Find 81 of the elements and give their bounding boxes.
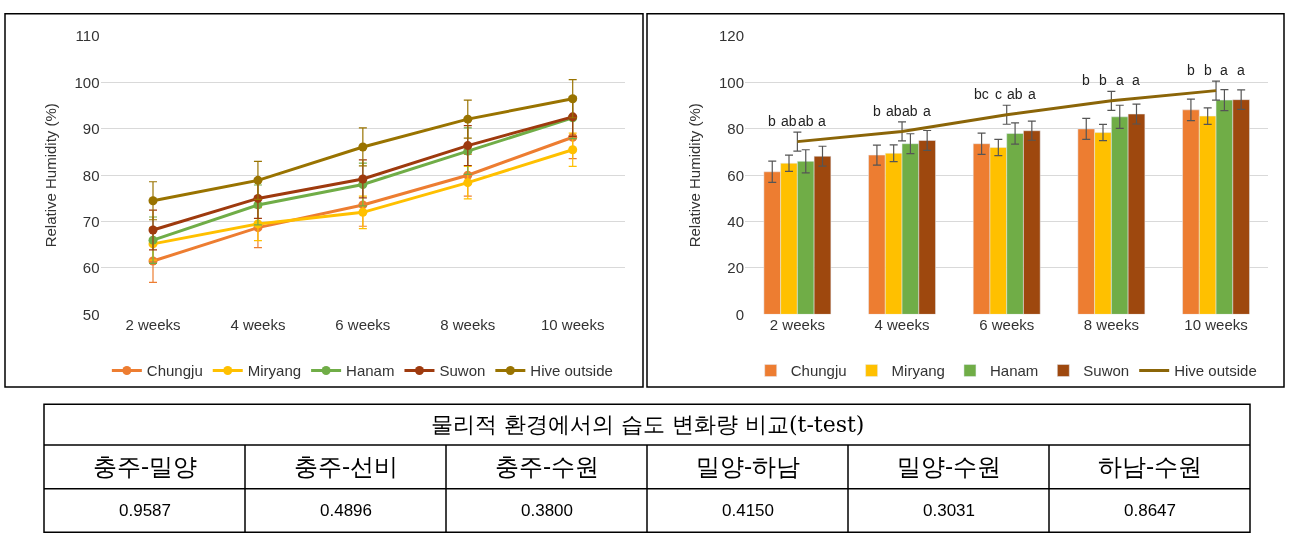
category-label: 밀양-하남 [696,453,801,481]
y-axis-title: Relative Humidity (%) [41,103,59,248]
point [463,178,473,188]
annotation: ab [1007,86,1023,102]
point [568,94,578,104]
point [568,145,578,155]
legend-label: Miryang [891,362,945,380]
line-series [795,89,1218,144]
text: 0.9587 [119,501,171,520]
point [253,175,263,185]
y-tick-label: 110 [75,27,100,45]
annotation: a [1116,72,1124,88]
y-tick-label: 60 [727,166,745,184]
x-tick-label: 8 weeks [1083,316,1139,334]
x-tick-label: 2 weeks [769,316,825,334]
text: 물리적 환경에서의 습도 변화량 비교(t-test) [431,412,865,437]
x-tick-label: 6 weeks [979,316,1035,334]
y-tick-label: 50 [82,305,100,323]
legend-label: Hanam [989,362,1039,380]
annotation: b [873,103,881,119]
point [358,207,368,217]
point [358,142,368,152]
x-tick-label: 10 weeks [541,316,605,334]
y-tick-label: 60 [82,259,100,277]
category-label: 충주-수원 [495,453,600,481]
y-tick-label: 100 [74,73,100,91]
text: 0.3800 [521,501,573,520]
annotation: a [1028,86,1036,102]
legend-label: Chungju [790,362,847,380]
y-tick-label: 90 [82,120,100,138]
category-label: 밀양-수원 [897,453,1002,481]
y-axis-title: Relative Humidity (%) [686,103,704,248]
legend-label: Hanam [346,362,395,380]
point [148,225,158,235]
annotation: a [1220,62,1228,78]
x-tick-label: 4 weeks [230,316,286,334]
x-tick-label: 8 weeks [440,316,496,334]
y-tick-label: 40 [727,212,745,230]
annotation: ab [781,113,797,129]
y-tick-label: 120 [719,27,745,45]
text: 0.3031 [923,501,975,520]
legend-label: Chungju [146,362,203,380]
annotation: b [1187,62,1195,78]
text: 0.4896 [320,501,372,520]
x-tick-label: 6 weeks [335,316,391,334]
annotation: b [1099,72,1107,88]
annotation: ab [886,103,902,119]
y-tick-label: 70 [82,212,100,230]
x-tick-label: 10 weeks [1184,316,1248,334]
legend-label: Hive outside [530,362,613,380]
text: 0.8647 [1124,501,1176,520]
annotation: a [1132,72,1140,88]
x-tick-label: 4 weeks [874,316,930,334]
x-tick-label: 2 weeks [125,316,181,334]
y-tick-label: 20 [727,259,745,277]
annotation: bc [974,86,989,102]
point [463,114,473,124]
y-tick-label: 80 [727,120,745,138]
point [148,196,158,206]
annotation: a [818,113,826,129]
category-label: 충주-밀양 [93,453,198,481]
annotation: a [1237,62,1245,78]
annotation: a [923,103,931,119]
point [358,174,368,184]
annotation: b [1204,62,1212,78]
point [463,141,473,151]
y-tick-label: 100 [719,73,745,91]
annotation: c [995,86,1002,102]
category-label: 하남-수원 [1098,453,1203,481]
legend-label: Hive outside [1174,362,1257,380]
annotation: b [1082,72,1090,88]
annotation: ab [902,103,918,119]
legend-label: Suwon [1083,362,1130,380]
y-tick-label: 80 [82,166,100,184]
annotation: ab [798,113,814,129]
annotation: b [768,113,776,129]
category-label: 충주-선비 [294,453,399,481]
y-tick-label: 0 [735,305,745,323]
legend-label: Suwon [439,362,486,380]
text: 0.4150 [722,501,774,520]
legend-label: Miryang [247,362,302,380]
